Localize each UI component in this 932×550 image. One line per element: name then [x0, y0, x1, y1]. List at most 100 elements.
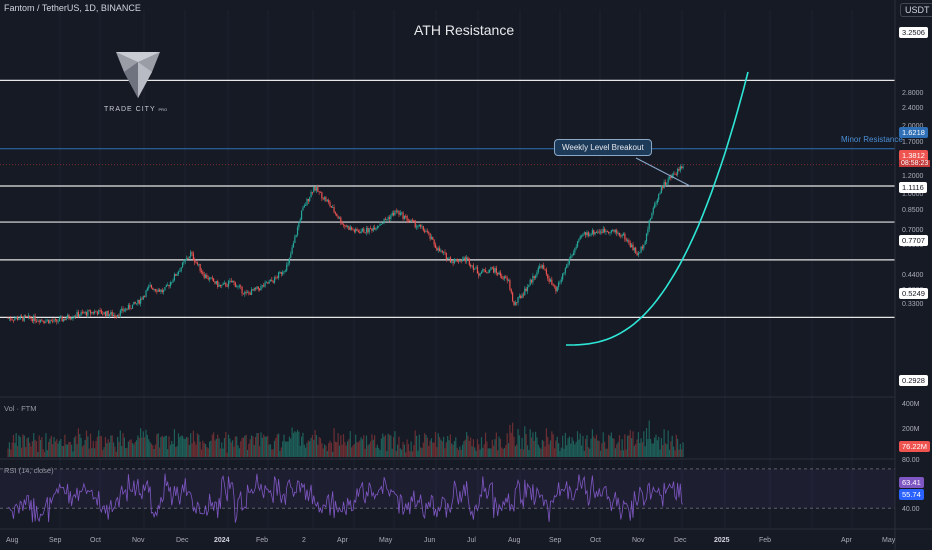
volume-bar-198 [275, 437, 277, 457]
candle-body-308 [424, 230, 426, 233]
candle-body-174 [242, 293, 245, 295]
candle-body-361 [495, 268, 497, 273]
candle-body-84 [121, 308, 123, 311]
volume-bar-136 [191, 443, 193, 457]
volume-bar-360 [494, 439, 496, 457]
candle-body-72 [104, 311, 107, 316]
volume-bar-223 [309, 441, 311, 457]
volume-bar-57 [84, 439, 86, 457]
volume-bar-213 [295, 432, 297, 457]
candle-body-45 [68, 315, 70, 319]
time-axis-label-18: Feb [759, 537, 772, 544]
volume-bar-247 [341, 444, 343, 457]
candle-body-5 [14, 318, 16, 321]
candle-body-164 [229, 280, 231, 282]
volume-bar-289 [398, 436, 400, 457]
candle-body-130 [183, 261, 185, 263]
candle-body-351 [482, 269, 484, 272]
candle-body-133 [187, 258, 189, 260]
volume-bar-219 [303, 444, 305, 457]
volume-bar-190 [264, 436, 266, 457]
candle-body-216 [299, 219, 301, 223]
volume-bar-128 [180, 435, 182, 457]
candle-body-135 [190, 252, 192, 257]
candle-body-364 [499, 272, 502, 276]
volume-bar-377 [517, 429, 519, 457]
candle-body-312 [429, 233, 431, 239]
time-axis-label-6: Feb [256, 537, 269, 544]
candle-body-14 [26, 316, 28, 318]
volume-bar-490 [670, 441, 672, 457]
volume-bar-228 [315, 435, 318, 457]
volume-bar-160 [223, 438, 226, 457]
candle-body-406 [556, 286, 558, 292]
volume-bar-39 [60, 439, 62, 457]
volume-bar-165 [230, 442, 232, 457]
rsi-axis-top: 80.00 [902, 457, 920, 464]
volume-bar-268 [369, 441, 372, 457]
volume-bar-134 [188, 445, 190, 457]
candle-body-105 [149, 284, 151, 287]
candle-body-63 [92, 312, 94, 314]
volume-bar-382 [524, 426, 526, 457]
candle-body-218 [302, 207, 304, 211]
candle-body-65 [95, 311, 97, 313]
candle-body-114 [161, 289, 163, 293]
currency-button[interactable]: USDT [900, 3, 932, 17]
candle-body-178 [248, 292, 250, 294]
candle-body-253 [349, 227, 351, 230]
volume-bar-265 [365, 435, 368, 457]
volume-bar-273 [376, 444, 378, 457]
candle-body-34 [53, 319, 55, 322]
candle-body-241 [333, 207, 335, 213]
candle-body-183 [254, 287, 257, 289]
candle-body-263 [363, 228, 365, 233]
volume-bar-124 [175, 447, 177, 457]
volume-bar-452 [618, 435, 621, 457]
candle-body-96 [137, 300, 139, 304]
candle-body-185 [257, 286, 259, 289]
volume-bar-323 [444, 448, 446, 457]
candle-body-97 [138, 300, 140, 304]
candle-body-55 [81, 312, 84, 314]
candle-body-270 [372, 227, 374, 231]
weekly-breakout-callout[interactable]: Weekly Level Breakout [554, 139, 652, 156]
volume-bar-49 [73, 437, 75, 457]
volume-bar-9 [19, 436, 21, 457]
candle-body-11 [22, 316, 24, 321]
volume-bar-399 [547, 436, 549, 457]
volume-bar-255 [352, 445, 354, 457]
candle-body-470 [643, 244, 645, 249]
candle-body-325 [447, 257, 449, 260]
candle-body-266 [367, 227, 369, 233]
volume-bar-408 [559, 451, 561, 457]
volume-bar-55 [81, 446, 84, 457]
volume-bar-281 [387, 433, 389, 457]
candle-body-382 [524, 288, 526, 296]
volume-bar-303 [417, 450, 419, 457]
volume-bar-313 [430, 438, 433, 457]
volume-bar-498 [681, 449, 683, 457]
candle-body-200 [277, 272, 280, 279]
volume-bar-305 [420, 447, 422, 457]
volume-bar-21 [35, 441, 38, 457]
candle-body-367 [503, 276, 506, 279]
candle-body-142 [199, 263, 201, 271]
volume-bar-311 [428, 445, 430, 457]
candle-body-86 [123, 310, 125, 312]
candle-body-237 [328, 200, 330, 203]
volume-bar-364 [499, 438, 502, 457]
candle-body-198 [275, 277, 277, 279]
candle-body-110 [156, 290, 158, 292]
candle-body-432 [591, 230, 594, 234]
volume-bar-227 [314, 430, 316, 457]
candle-body-369 [506, 278, 508, 281]
candle-body-53 [79, 315, 81, 317]
volume-bar-155 [217, 434, 219, 457]
candle-body-41 [62, 318, 65, 322]
candle-body-25 [41, 319, 43, 321]
volume-bar-491 [671, 435, 673, 457]
candle-body-482 [659, 193, 661, 195]
candle-body-214 [296, 227, 299, 235]
